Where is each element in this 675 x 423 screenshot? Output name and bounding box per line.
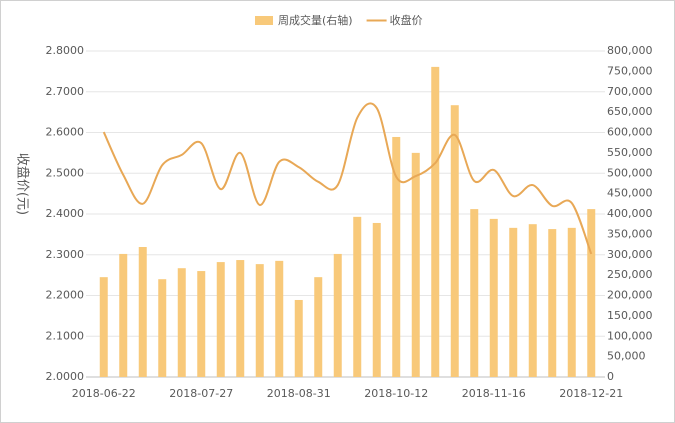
y2-tick-label: 750,000 [607, 64, 653, 77]
bar [314, 277, 323, 377]
bar [528, 224, 537, 377]
bar [567, 227, 576, 377]
bar [450, 105, 459, 377]
bar [275, 260, 284, 377]
y2-tick-label: 150,000 [607, 309, 653, 322]
bar [216, 262, 225, 377]
y2-tick-label: 650,000 [607, 105, 653, 118]
x-tick-label: 2018-11-16 [462, 387, 526, 400]
bar [294, 299, 303, 377]
legend-label: 收盘价 [390, 13, 423, 27]
y-tick-label: 2.7000 [46, 85, 85, 98]
y-tick-label: 2.2000 [46, 289, 85, 302]
y2-tick-label: 700,000 [607, 85, 653, 98]
y2-tick-label: 250,000 [607, 268, 653, 281]
y-tick-label: 2.0000 [46, 370, 85, 383]
bar [99, 277, 108, 377]
bar [119, 253, 128, 377]
x-tick-label: 2018-10-12 [364, 387, 428, 400]
y2-tick-label: 300,000 [607, 248, 653, 261]
bar [353, 216, 362, 377]
legend-label: 周成交量(右轴) [278, 13, 353, 27]
line [102, 102, 593, 255]
y-tick-label: 2.4000 [46, 207, 85, 220]
legend-swatch [255, 16, 273, 25]
x-tick-label: 2018-12-21 [559, 387, 623, 400]
x-tick-label: 2018-06-22 [72, 387, 136, 400]
bar [392, 136, 401, 377]
y-tick-label: 2.6000 [46, 126, 85, 139]
bar [372, 222, 381, 377]
y2-tick-label: 600,000 [607, 126, 653, 139]
y2-tick-label: 200,000 [607, 289, 653, 302]
y-tick-label: 2.8000 [46, 44, 85, 57]
y2-tick-label: 400,000 [607, 207, 653, 220]
y-tick-label: 2.1000 [46, 329, 85, 342]
y2-tick-label: 550,000 [607, 146, 653, 159]
x-tick-label: 2018-07-27 [169, 387, 233, 400]
x-tick-label: 2018-08-31 [267, 387, 331, 400]
bar [333, 253, 342, 377]
bar [509, 227, 518, 377]
y2-tick-label: 350,000 [607, 227, 653, 240]
y-tick-label: 2.5000 [46, 166, 85, 179]
y2-tick-label: 800,000 [607, 44, 653, 57]
bar [587, 209, 596, 377]
bar [470, 209, 479, 377]
y2-tick-label: 450,000 [607, 187, 653, 200]
bar [177, 268, 186, 377]
bar [411, 152, 420, 377]
bar [138, 247, 147, 377]
bar [489, 218, 498, 377]
y2-tick-label: 500,000 [607, 166, 653, 179]
bar [158, 279, 167, 377]
y2-tick-label: 0 [607, 370, 614, 383]
y2-tick-label: 50,000 [607, 350, 646, 363]
bar [255, 264, 264, 377]
bar [197, 271, 206, 377]
bar [548, 229, 557, 377]
bar [236, 260, 245, 377]
y-tick-label: 2.3000 [46, 248, 85, 261]
y-axis-title: 收盘价(元) [15, 153, 31, 215]
y2-tick-label: 100,000 [607, 329, 653, 342]
bar [431, 66, 440, 377]
